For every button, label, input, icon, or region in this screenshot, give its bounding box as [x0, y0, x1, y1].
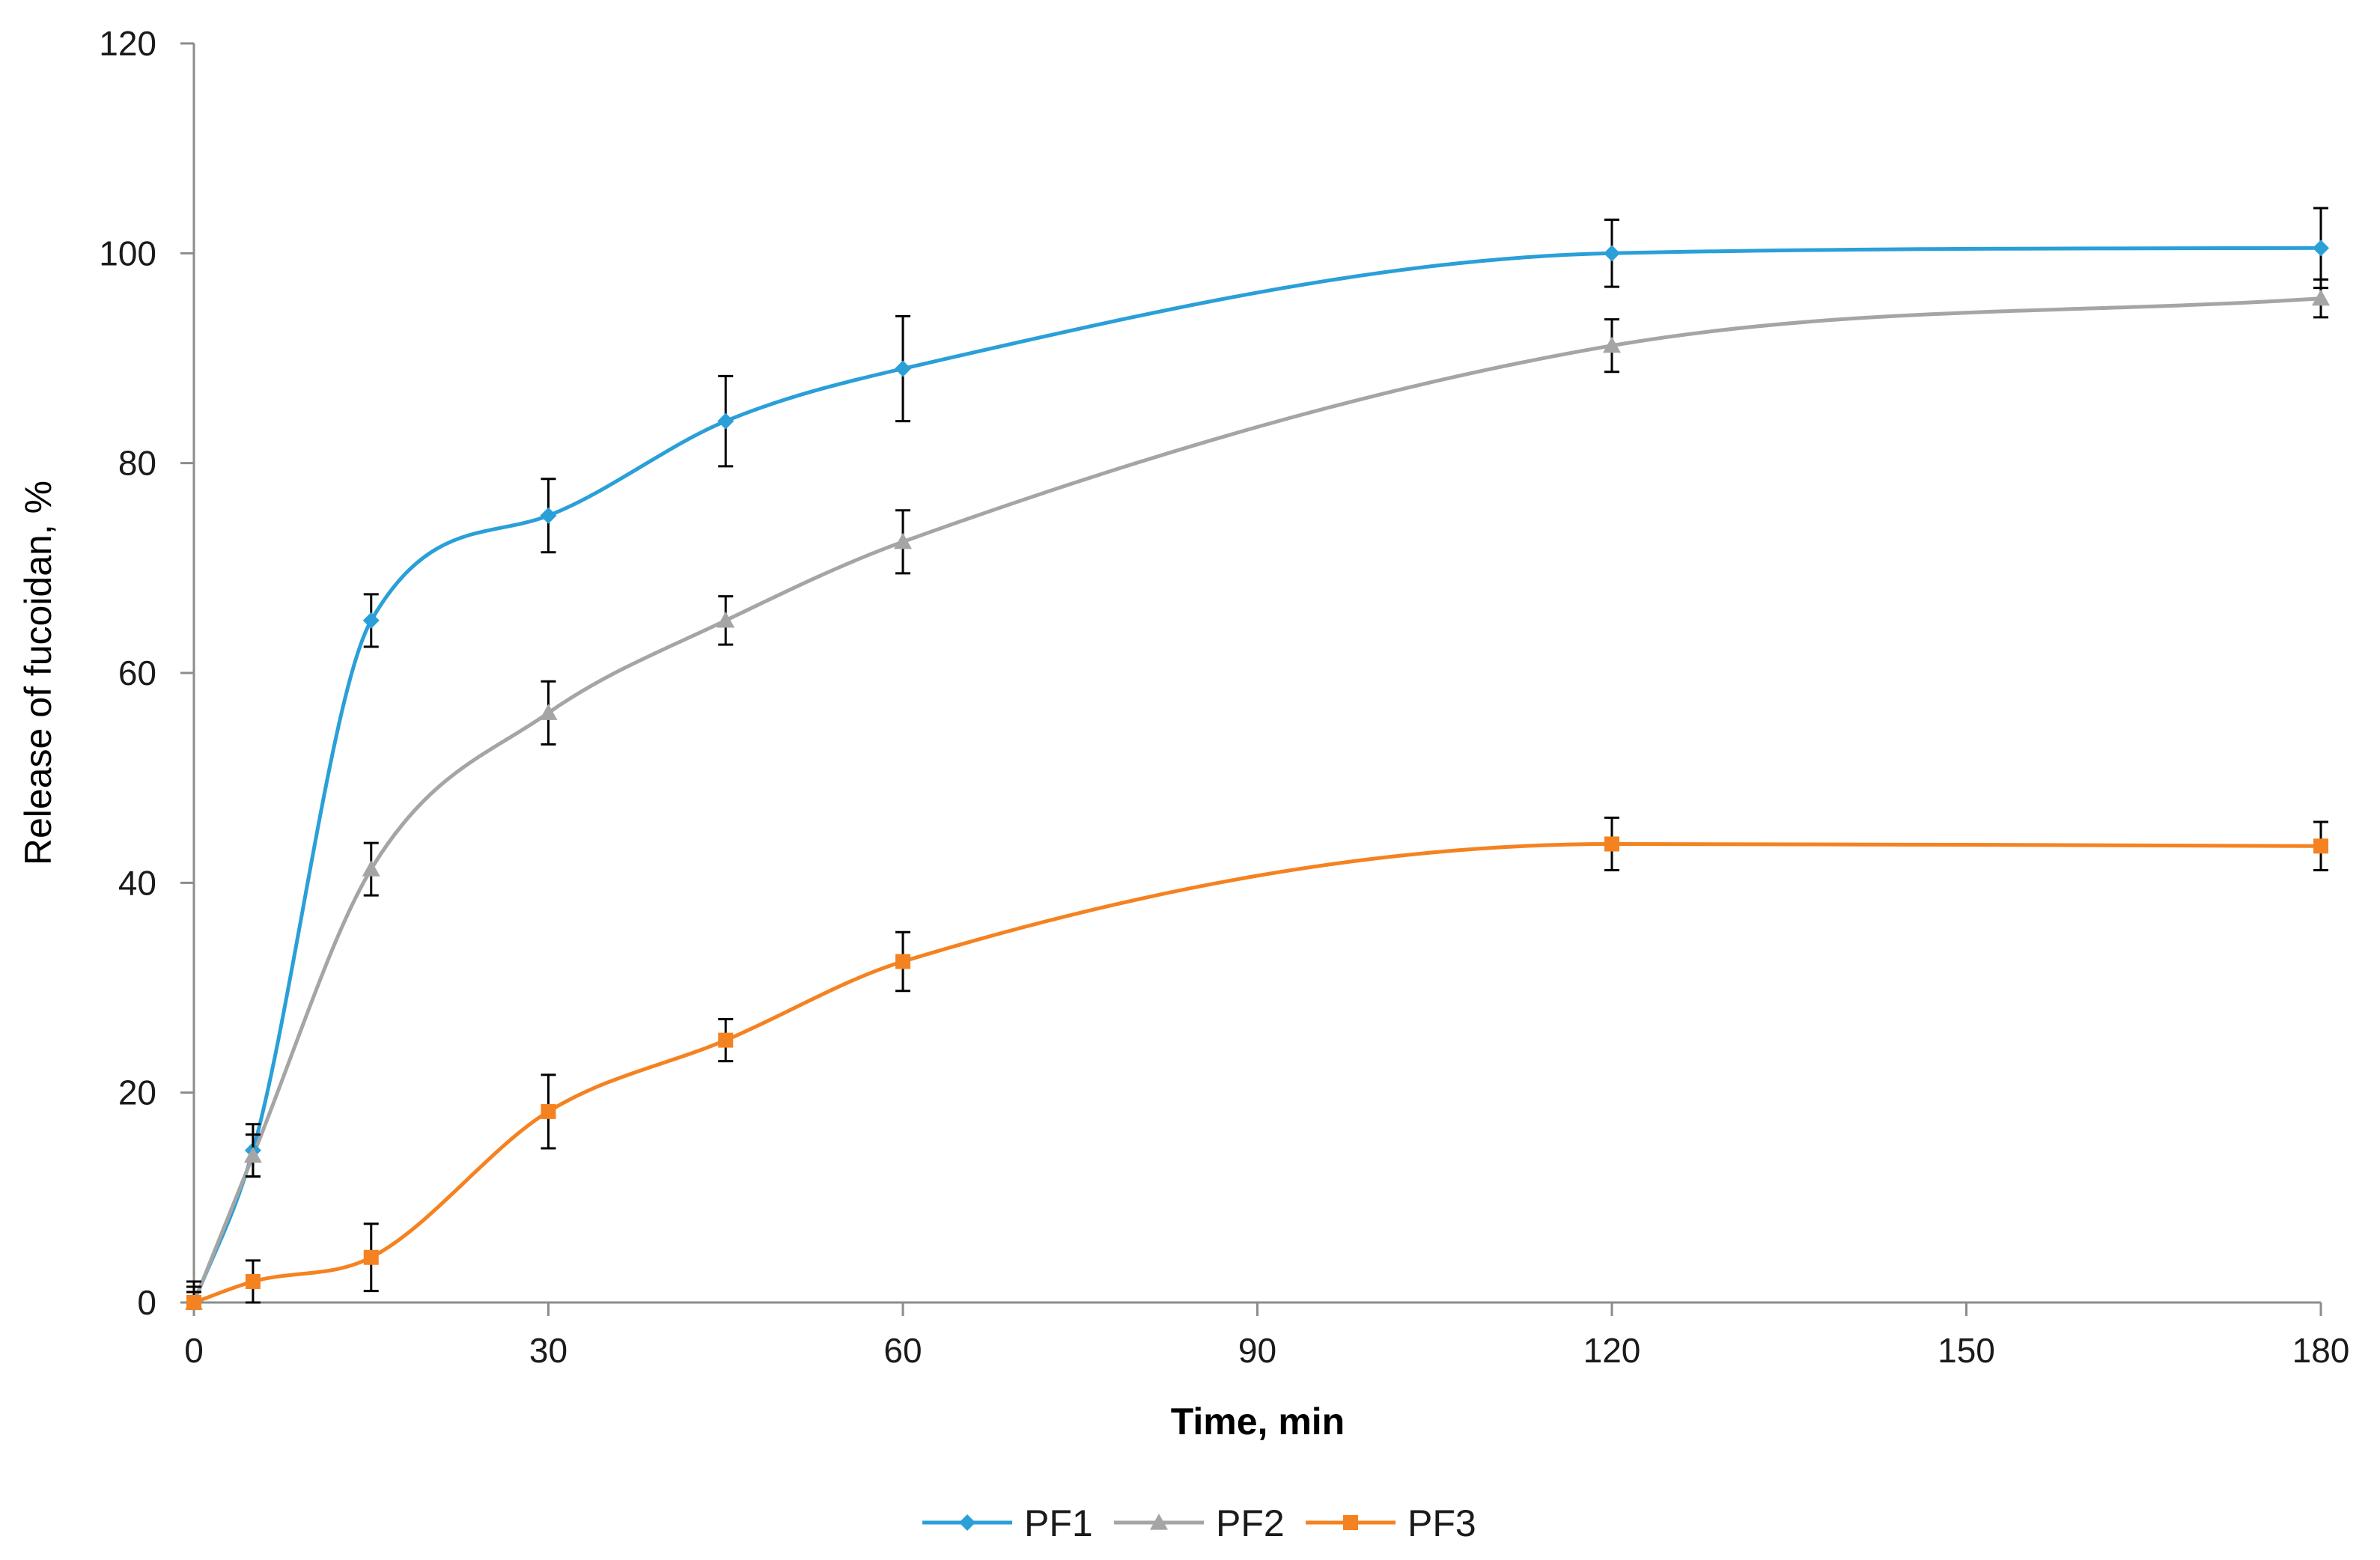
series-pf2-points	[185, 278, 2330, 1310]
axes	[192, 43, 2321, 1304]
y-tick-label: 120	[99, 24, 156, 63]
legend-item-pf2: PF2	[1114, 1502, 1285, 1544]
legend-label: PF2	[1216, 1502, 1285, 1544]
x-tick-label: 120	[1583, 1331, 1641, 1370]
y-tick-label: 20	[118, 1073, 156, 1112]
series	[185, 207, 2330, 1311]
y-tick-label: 0	[137, 1283, 156, 1322]
x-tick-label: 60	[883, 1331, 922, 1370]
series-pf2-point-marker	[243, 1146, 262, 1163]
y-tick-label: 60	[118, 653, 156, 692]
series-pf1-point-marker	[895, 360, 911, 377]
series-pf2-point-marker	[1603, 336, 1621, 353]
series-pf2-line	[192, 296, 2322, 1303]
series-pf1-point-marker	[1604, 245, 1620, 262]
x-tick-label: 0	[184, 1331, 204, 1370]
series-pf3-point-marker	[363, 1249, 379, 1265]
y-axis-title: Release of fucoidan, %	[17, 481, 59, 865]
series-pf2	[192, 296, 2322, 1303]
series-pf3-point-marker	[2313, 838, 2328, 854]
legend: PF1 PF2 PF3	[922, 1502, 1476, 1544]
series-pf3-points	[186, 816, 2328, 1310]
series-pf3-point-marker	[718, 1032, 734, 1048]
series-pf3-point-marker	[186, 1295, 201, 1310]
legend-item-pf3: PF3	[1306, 1502, 1476, 1544]
legend-swatch-marker	[1343, 1515, 1358, 1530]
series-pf1-point-marker	[2313, 240, 2329, 257]
series-pf1-point-marker	[362, 612, 380, 629]
y-ticks: 0 20 40 60 80 100 120	[99, 24, 194, 1322]
x-tick-label: 30	[529, 1331, 567, 1370]
y-tick-label: 100	[99, 234, 156, 272]
legend-label: PF1	[1024, 1502, 1093, 1544]
series-pf3-line	[193, 842, 2322, 1305]
series-pf1-point-marker	[717, 412, 734, 430]
legend-swatch-marker	[1150, 1514, 1168, 1530]
x-tick-label: 150	[1938, 1331, 1995, 1370]
series-pf1	[192, 246, 2322, 1303]
series-pf1-points	[186, 207, 2329, 1311]
legend-swatch-marker	[959, 1514, 976, 1531]
series-pf3	[193, 842, 2322, 1305]
x-ticks: 0 30 60 90 120 150 180	[184, 1302, 2349, 1370]
series-pf3-point-marker	[1604, 836, 1619, 852]
x-axis-title: Time, min	[1171, 1401, 1345, 1442]
series-pf2-point-marker	[539, 704, 558, 720]
y-tick-label: 80	[118, 444, 156, 483]
y-tick-label: 40	[118, 863, 156, 902]
series-pf3-point-marker	[895, 954, 910, 969]
series-pf2-point-marker	[894, 532, 912, 549]
legend-label: PF3	[1407, 1502, 1476, 1544]
series-pf2-point-marker	[716, 611, 735, 628]
series-pf3-point-marker	[245, 1273, 261, 1289]
x-tick-label: 180	[2292, 1331, 2350, 1370]
series-pf2-point-marker	[2312, 289, 2330, 306]
series-pf1-line	[192, 246, 2322, 1303]
series-pf2-point-marker	[362, 860, 380, 877]
axis-titles: Time, min Release of fucoidan, %	[17, 481, 1345, 1442]
legend-item-pf1: PF1	[922, 1502, 1093, 1544]
x-tick-label: 90	[1238, 1331, 1276, 1370]
series-pf1-point-marker	[540, 507, 557, 524]
series-pf3-point-marker	[541, 1103, 556, 1119]
